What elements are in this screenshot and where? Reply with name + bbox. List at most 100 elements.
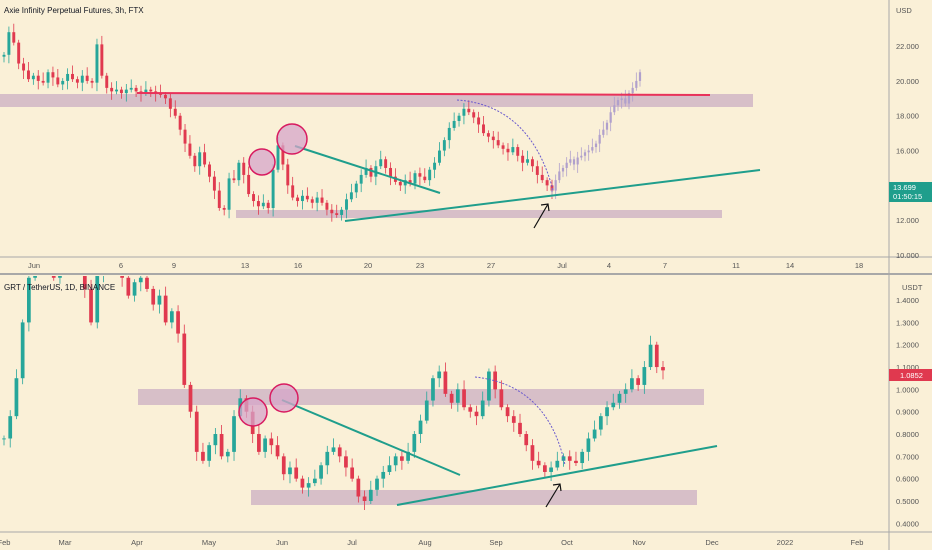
bottom-x-tick-label: Feb (0, 538, 10, 547)
projection-candle-body (605, 122, 609, 130)
top-ascending-trendline[interactable] (344, 169, 761, 222)
bottom-descending-trendline[interactable] (281, 399, 461, 476)
top-descending-trendline[interactable] (294, 145, 441, 194)
top-x-tick-label: 7 (663, 261, 667, 270)
projection-candle-16 (609, 106, 612, 132)
projection-candle-body (598, 134, 601, 144)
bottom-candle-105 (654, 341, 659, 374)
top-candle-108 (530, 156, 534, 172)
top-candle-78 (384, 156, 388, 174)
top-candle-97 (477, 111, 481, 133)
top-candle-27 (134, 85, 138, 98)
bottom-x-tick-label: Oct (561, 538, 574, 547)
top-circle-right[interactable] (276, 123, 308, 155)
bottom-candle-34 (213, 428, 218, 455)
top-chart-title: Axie Infinity Perpetual Futures, 3h, FTX (4, 6, 144, 15)
bottom-y-unit: USDT (902, 283, 923, 292)
top-candle-86 (423, 168, 427, 183)
bottom-candle-93 (580, 448, 585, 470)
top-circle-left[interactable] (248, 148, 276, 176)
top-candle-body (535, 166, 539, 175)
top-arrow[interactable] (533, 203, 550, 229)
top-candle-body (462, 108, 466, 116)
projection-candle-3 (561, 165, 565, 178)
top-candle-body (486, 133, 490, 137)
bottom-candle-body (257, 434, 261, 452)
top-candle-body (305, 195, 309, 200)
top-x-tick-label: 6 (119, 261, 123, 270)
bottom-candle-41 (257, 425, 261, 455)
top-candle-body (90, 80, 94, 83)
top-candle-84 (413, 170, 417, 190)
bottom-candle-body (194, 411, 199, 452)
bottom-candle-55 (344, 450, 348, 477)
bottom-circle-right[interactable] (269, 383, 299, 413)
bottom-candle-body (281, 456, 286, 475)
bottom-candle-body (636, 378, 640, 385)
bottom-candle-97 (605, 401, 609, 426)
top-candle-3 (17, 39, 21, 70)
bottom-candle-20 (126, 276, 131, 299)
top-resistance-line[interactable] (136, 92, 711, 96)
top-candle-48 (237, 159, 241, 186)
bottom-candle-47 (294, 458, 299, 482)
top-candle-body (261, 202, 265, 207)
top-y-tick-label: 12.000 (896, 216, 919, 225)
top-support-zone[interactable] (236, 210, 722, 218)
top-candle-91 (447, 122, 451, 149)
bottom-support-zone[interactable] (251, 490, 697, 505)
bottom-candle-body (269, 438, 274, 446)
bottom-candle-body (536, 460, 541, 466)
top-candle-body (26, 70, 30, 80)
top-candle-body (129, 87, 133, 90)
projection-candle-13 (598, 129, 601, 153)
top-candle-body (379, 159, 383, 167)
bottom-candle-body (344, 456, 348, 468)
bottom-candle-62 (387, 456, 392, 475)
bottom-candle-body (82, 276, 87, 289)
bottom-candle-30 (188, 381, 193, 418)
bottom-candle-8 (51, 276, 56, 281)
top-arc[interactable] (456, 99, 554, 191)
bottom-y-ticks: 1.4000 1.3000 1.2000 1.1000 1.0000 0.9000 0.80… (896, 296, 919, 528)
bottom-ascending-trendline[interactable] (396, 445, 718, 506)
bottom-candle-body (630, 378, 634, 390)
bottom-candle-82 (511, 410, 516, 432)
projection-candle-2 (558, 162, 561, 183)
top-candle-24 (119, 86, 123, 99)
projection-candle-body (550, 190, 554, 192)
bottom-candle-1 (8, 410, 13, 448)
projection-candle-8 (580, 147, 583, 161)
top-candle-43 (212, 171, 216, 200)
bottom-circle-left[interactable] (238, 397, 268, 427)
top-candle-body (100, 44, 104, 76)
top-candle-body (291, 185, 295, 198)
bottom-candle-body (120, 276, 124, 278)
bottom-candle-body (499, 389, 504, 408)
bottom-y-tick-label: 1.0000 (896, 385, 919, 394)
bottom-candle-body (95, 276, 100, 323)
bottom-candle-15 (95, 276, 100, 329)
bottom-candle-3 (20, 319, 25, 385)
top-x-tick-label: 18 (855, 261, 863, 270)
top-candle-body (511, 147, 515, 153)
top-candle-53 (261, 194, 265, 210)
projection-candle-22 (631, 82, 634, 102)
bottom-candle-body (201, 451, 205, 461)
top-resistance-zone[interactable] (0, 94, 753, 107)
top-candle-87 (428, 166, 432, 186)
bottom-arrow[interactable] (545, 483, 562, 508)
bottom-candle-body (468, 407, 473, 412)
top-candle-body (149, 89, 153, 92)
top-candle-51 (252, 191, 256, 207)
bottom-candle-71 (443, 362, 448, 397)
bottom-candle-body (294, 467, 299, 479)
top-candle-77 (379, 150, 383, 170)
bottom-y-tick-label: 0.4000 (896, 519, 919, 528)
bottom-candle-26 (163, 286, 168, 326)
projection-candle-body (554, 180, 557, 191)
top-candle-body (384, 159, 388, 168)
bottom-candle-body (543, 465, 547, 472)
top-x-tick-label: 4 (607, 261, 611, 270)
top-candle-body (545, 180, 549, 186)
